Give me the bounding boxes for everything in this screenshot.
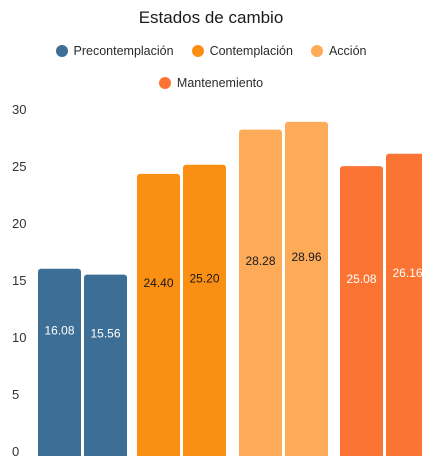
legend-label-accion: Acción (328, 44, 367, 58)
y-tick-label: 20 (12, 216, 26, 231)
bar (239, 129, 282, 456)
legend-label-precontemplacion: Precontemplación (73, 44, 174, 58)
legend-swatch-mantenemiento (158, 77, 171, 89)
legend-item-mantenemiento: Mantenemiento (158, 76, 264, 90)
legend-second-row: Mantenemiento (0, 76, 422, 90)
data-label: 25.20 (189, 271, 219, 285)
bar (386, 153, 422, 456)
data-label: 28.28 (245, 254, 275, 268)
bar (340, 166, 383, 456)
y-tick-label: 30 (12, 102, 26, 117)
chart-title: Estados de cambio (138, 8, 284, 27)
bar (137, 173, 180, 456)
legend-label-mantenemiento: Mantenemiento (176, 76, 264, 90)
bar (38, 268, 81, 456)
y-tick-label: 10 (12, 330, 26, 345)
legend-swatch-accion (310, 45, 323, 57)
data-label: 15.56 (90, 326, 120, 340)
legend-label-contemplacion: Contemplación (209, 44, 293, 58)
data-label: 16.08 (44, 323, 74, 337)
y-tick-label: 25 (12, 159, 26, 174)
y-tick-label: 15 (12, 273, 26, 288)
y-tick-label: 0 (12, 444, 19, 456)
data-label: 28.96 (291, 250, 321, 264)
legend-item-accion: Acción (310, 44, 367, 58)
data-label: 26.16 (392, 266, 422, 280)
data-label: 24.40 (143, 276, 173, 290)
bar (84, 274, 127, 456)
legend-item-precontemplacion: Precontemplación (55, 44, 174, 58)
legend-swatch-precontemplacion (55, 45, 68, 57)
legend-item-contemplacion: Contemplación (191, 44, 293, 58)
bar (285, 121, 328, 456)
data-label: 25.08 (346, 272, 376, 286)
bar (183, 164, 226, 456)
y-tick-label: 5 (12, 387, 19, 402)
legend: Precontemplación Contemplación Acción (0, 44, 422, 58)
legend-swatch-contemplacion (191, 45, 204, 57)
